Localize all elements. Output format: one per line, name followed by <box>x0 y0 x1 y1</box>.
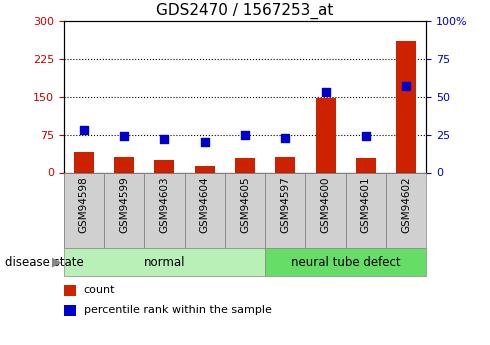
Bar <box>64 285 76 296</box>
Point <box>402 83 410 89</box>
Point <box>80 127 88 133</box>
Bar <box>235 158 255 172</box>
Bar <box>154 160 174 172</box>
Bar <box>74 152 94 172</box>
Text: GSM94601: GSM94601 <box>361 176 371 233</box>
Bar <box>356 158 376 172</box>
Text: GSM94602: GSM94602 <box>401 176 411 233</box>
Text: GSM94597: GSM94597 <box>280 176 290 233</box>
Bar <box>275 157 295 172</box>
Bar <box>114 157 134 172</box>
Point <box>201 139 209 145</box>
Text: GSM94600: GSM94600 <box>320 176 331 233</box>
Text: GSM94598: GSM94598 <box>79 176 89 233</box>
Point <box>281 135 289 140</box>
Text: GSM94603: GSM94603 <box>159 176 170 233</box>
Point <box>321 89 329 95</box>
Bar <box>386 172 426 248</box>
Bar <box>316 98 336 172</box>
Text: percentile rank within the sample: percentile rank within the sample <box>84 305 271 315</box>
Point <box>120 133 128 139</box>
Text: GSM94605: GSM94605 <box>240 176 250 233</box>
Text: ▶: ▶ <box>51 256 61 269</box>
Title: GDS2470 / 1567253_at: GDS2470 / 1567253_at <box>156 3 334 19</box>
Bar <box>104 172 144 248</box>
Bar <box>144 172 185 248</box>
Bar <box>265 172 305 248</box>
Bar <box>265 248 426 276</box>
Text: GSM94599: GSM94599 <box>119 176 129 233</box>
Point <box>241 132 249 137</box>
Bar <box>346 172 386 248</box>
Text: disease state: disease state <box>5 256 84 269</box>
Bar <box>396 41 416 172</box>
Point <box>161 136 169 142</box>
Text: count: count <box>84 285 115 295</box>
Bar <box>225 172 265 248</box>
Text: neural tube defect: neural tube defect <box>291 256 400 269</box>
Point <box>362 133 370 139</box>
Bar <box>305 172 346 248</box>
Bar <box>185 172 225 248</box>
Bar <box>195 166 215 172</box>
Bar <box>64 172 104 248</box>
Bar <box>64 305 76 316</box>
Text: normal: normal <box>144 256 185 269</box>
Bar <box>64 248 265 276</box>
Text: GSM94604: GSM94604 <box>200 176 210 233</box>
